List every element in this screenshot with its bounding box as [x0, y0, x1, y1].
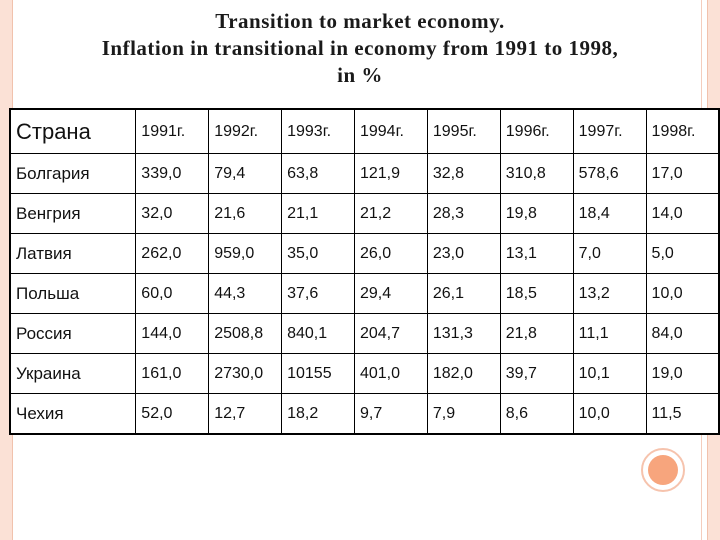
year-header: 1997г.	[572, 108, 647, 154]
value-cell: 26,0	[353, 233, 428, 274]
value-cell: 182,0	[426, 353, 501, 394]
country-cell: Латвия	[9, 233, 137, 274]
value-cell: 29,4	[353, 273, 428, 314]
year-header: 1995г.	[426, 108, 501, 154]
table-row: Россия 144,0 2508,8 840,1 204,7 131,3 21,8 11,1…	[9, 313, 720, 354]
value-cell: 21,2	[353, 193, 428, 234]
value-cell: 44,3	[208, 273, 283, 314]
country-cell: Украина	[9, 353, 137, 394]
value-cell: 959,0	[208, 233, 283, 274]
value-cell: 19,8	[499, 193, 574, 234]
value-cell: 121,9	[353, 153, 428, 194]
value-cell: 21,6	[208, 193, 283, 234]
decorative-circle	[641, 448, 685, 492]
value-cell: 310,8	[499, 153, 574, 194]
country-cell: Чехия	[9, 393, 137, 435]
value-cell: 84,0	[645, 313, 720, 354]
slide-title: Transition to market economy. Inflation …	[0, 8, 720, 89]
value-cell: 63,8	[281, 153, 355, 194]
value-cell: 8,6	[499, 393, 574, 435]
country-cell: Россия	[9, 313, 137, 354]
table-row: Польша 60,0 44,3 37,6 29,4 26,1 18,5 13,2 10,0	[9, 273, 720, 314]
value-cell: 10,1	[572, 353, 647, 394]
value-cell: 131,3	[426, 313, 501, 354]
table-row: Болгария 339,0 79,4 63,8 121,9 32,8 310,8 578,6…	[9, 153, 720, 194]
value-cell: 17,0	[645, 153, 720, 194]
value-cell: 28,3	[426, 193, 501, 234]
value-cell: 14,0	[645, 193, 720, 234]
value-cell: 2730,0	[208, 353, 283, 394]
value-cell: 23,0	[426, 233, 501, 274]
value-cell: 21,1	[281, 193, 355, 234]
country-cell: Польша	[9, 273, 137, 314]
table-row: Чехия 52,0 12,7 18,2 9,7 7,9 8,6 10,0 11,5	[9, 393, 720, 435]
title-line-3: in %	[337, 63, 383, 87]
value-cell: 18,4	[572, 193, 647, 234]
title-line-1: Transition to market economy.	[215, 9, 505, 33]
value-cell: 10155	[281, 353, 355, 394]
value-cell: 60,0	[135, 273, 210, 314]
value-cell: 339,0	[135, 153, 210, 194]
value-cell: 262,0	[135, 233, 210, 274]
value-cell: 37,6	[281, 273, 355, 314]
value-cell: 840,1	[281, 313, 355, 354]
country-cell: Болгария	[9, 153, 137, 194]
value-cell: 52,0	[135, 393, 210, 435]
year-header: 1992г.	[208, 108, 283, 154]
value-cell: 204,7	[353, 313, 428, 354]
value-cell: 19,0	[645, 353, 720, 394]
year-header: 1993г.	[281, 108, 355, 154]
value-cell: 13,2	[572, 273, 647, 314]
table-header-row: Страна 1991г. 1992г. 1993г. 1994г. 1995г…	[9, 108, 720, 154]
value-cell: 18,5	[499, 273, 574, 314]
value-cell: 7,9	[426, 393, 501, 435]
year-header: 1991г.	[135, 108, 210, 154]
value-cell: 9,7	[353, 393, 428, 435]
table-row: Украина 161,0 2730,0 10155 401,0 182,0 39,7 10,…	[9, 353, 720, 394]
value-cell: 11,1	[572, 313, 647, 354]
value-cell: 18,2	[281, 393, 355, 435]
value-cell: 578,6	[572, 153, 647, 194]
value-cell: 11,5	[645, 393, 720, 435]
country-column-header: Страна	[9, 108, 137, 154]
country-cell: Венгрия	[9, 193, 137, 234]
value-cell: 32,0	[135, 193, 210, 234]
value-cell: 10,0	[645, 273, 720, 314]
value-cell: 5,0	[645, 233, 720, 274]
value-cell: 144,0	[135, 313, 210, 354]
value-cell: 10,0	[572, 393, 647, 435]
value-cell: 21,8	[499, 313, 574, 354]
value-cell: 7,0	[572, 233, 647, 274]
inflation-table: Страна 1991г. 1992г. 1993г. 1994г. 1995г…	[9, 108, 720, 435]
value-cell: 2508,8	[208, 313, 283, 354]
value-cell: 79,4	[208, 153, 283, 194]
table-row: Латвия 262,0 959,0 35,0 26,0 23,0 13,1 7,0 5,0	[9, 233, 720, 274]
value-cell: 401,0	[353, 353, 428, 394]
title-line-2: Inflation in transitional in economy fro…	[101, 36, 619, 60]
value-cell: 161,0	[135, 353, 210, 394]
table-row: Венгрия 32,0 21,6 21,1 21,2 28,3 19,8 18,4 14,0	[9, 193, 720, 234]
value-cell: 13,1	[499, 233, 574, 274]
value-cell: 35,0	[281, 233, 355, 274]
table-body: Болгария 339,0 79,4 63,8 121,9 32,8 310,8 578,6…	[9, 153, 720, 435]
year-header: 1996г.	[499, 108, 574, 154]
value-cell: 26,1	[426, 273, 501, 314]
value-cell: 32,8	[426, 153, 501, 194]
year-header: 1994г.	[353, 108, 428, 154]
year-header: 1998г.	[645, 108, 720, 154]
value-cell: 39,7	[499, 353, 574, 394]
value-cell: 12,7	[208, 393, 283, 435]
